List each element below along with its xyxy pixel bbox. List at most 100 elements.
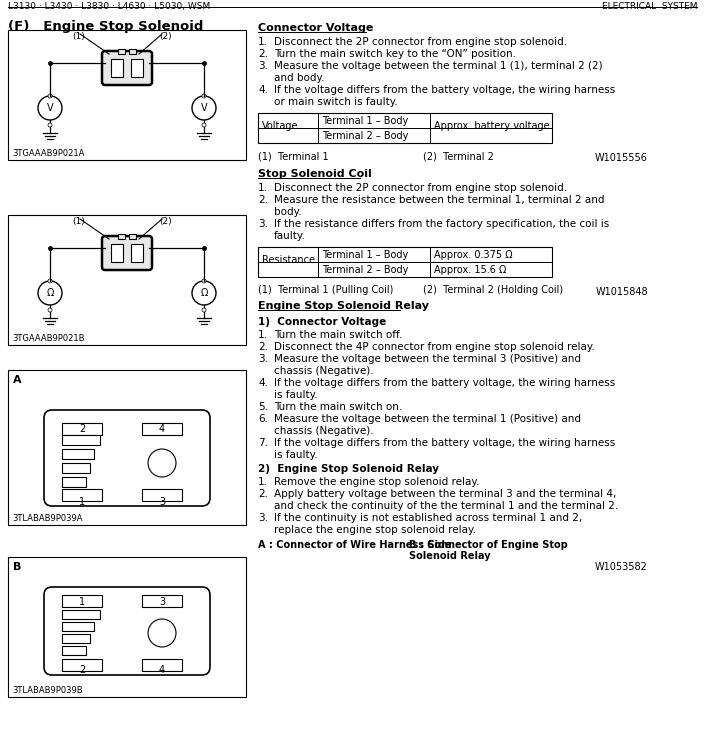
Text: If the voltage differs from the battery voltage, the wiring harness: If the voltage differs from the battery … (274, 378, 615, 388)
Text: If the voltage differs from the battery voltage, the wiring harness: If the voltage differs from the battery … (274, 85, 615, 95)
Bar (62, 477, 86, 487)
FancyBboxPatch shape (44, 410, 210, 506)
Text: 3TGAAAB9P021B: 3TGAAAB9P021B (12, 334, 85, 343)
Text: L3130 · L3430 · L3830 · L4630 · L5030, WSM: L3130 · L3430 · L3830 · L4630 · L5030, W… (8, 2, 210, 11)
Bar (8, 215, 246, 345)
Text: B: B (13, 562, 21, 572)
Bar (62, 435, 100, 445)
Text: Terminal 2 – Body: Terminal 2 – Body (322, 131, 408, 141)
FancyBboxPatch shape (44, 587, 210, 675)
Bar (62, 449, 94, 459)
Circle shape (48, 279, 52, 283)
FancyBboxPatch shape (102, 236, 152, 270)
Bar (142, 659, 182, 671)
Text: 3: 3 (159, 597, 165, 607)
Text: (2)  Terminal 2: (2) Terminal 2 (423, 151, 494, 161)
Text: (F)   Engine Stop Solenoid: (F) Engine Stop Solenoid (8, 20, 203, 33)
Text: (1): (1) (72, 217, 85, 226)
Circle shape (148, 449, 176, 477)
Bar (142, 595, 182, 607)
Text: Turn the main switch off.: Turn the main switch off. (274, 330, 403, 340)
Text: Ω: Ω (47, 288, 54, 298)
Bar (8, 30, 246, 160)
Bar (258, 113, 552, 143)
Text: B : Connector of Engine Stop: B : Connector of Engine Stop (409, 540, 568, 550)
Text: 1.: 1. (258, 477, 268, 487)
Text: 2.: 2. (258, 489, 268, 499)
Text: Stop Solenoid Coil: Stop Solenoid Coil (258, 169, 372, 179)
Text: or main switch is faulty.: or main switch is faulty. (274, 97, 398, 107)
Text: 4.: 4. (258, 378, 268, 388)
Text: Turn the main switch key to the “ON” position.: Turn the main switch key to the “ON” pos… (274, 49, 516, 59)
Circle shape (48, 123, 52, 127)
Text: 1: 1 (79, 497, 85, 507)
Text: 4: 4 (159, 665, 165, 675)
Text: faulty.: faulty. (274, 231, 306, 241)
Text: (2)  Terminal 2 (Holding Coil): (2) Terminal 2 (Holding Coil) (423, 285, 563, 295)
Text: 3TGAAAB9P021A: 3TGAAAB9P021A (12, 149, 85, 158)
Text: 4.: 4. (258, 85, 268, 95)
Bar (129, 234, 136, 239)
Bar (62, 646, 86, 655)
Text: Approx. 0.375 Ω: Approx. 0.375 Ω (434, 250, 513, 260)
Text: Resistance: Resistance (262, 255, 315, 265)
Text: 4: 4 (159, 424, 165, 434)
Text: Ω: Ω (200, 288, 208, 298)
Text: and body.: and body. (274, 73, 324, 83)
Text: 3.: 3. (258, 513, 268, 523)
Text: replace the engine stop solenoid relay.: replace the engine stop solenoid relay. (274, 525, 476, 535)
Text: 7.: 7. (258, 438, 268, 448)
Text: Terminal 1 – Body: Terminal 1 – Body (322, 250, 408, 260)
Text: Measure the voltage between the terminal 1 (Positive) and: Measure the voltage between the terminal… (274, 414, 581, 424)
Text: 3TLABAB9P039B: 3TLABAB9P039B (12, 686, 82, 695)
FancyBboxPatch shape (102, 51, 152, 85)
Text: Terminal 2 – Body: Terminal 2 – Body (322, 265, 408, 275)
Text: 1.: 1. (258, 183, 268, 193)
Text: Engine Stop Solenoid Relay: Engine Stop Solenoid Relay (258, 301, 429, 311)
Bar (62, 634, 90, 643)
Circle shape (38, 281, 62, 305)
Text: chassis (Negative).: chassis (Negative). (274, 366, 374, 376)
Bar (142, 489, 182, 501)
Bar (62, 622, 94, 631)
Bar (129, 49, 136, 54)
Text: 1: 1 (79, 597, 85, 607)
Text: chassis (Negative).: chassis (Negative). (274, 426, 374, 436)
Text: body.: body. (274, 207, 302, 217)
Circle shape (202, 308, 206, 312)
Text: ELECTRICAL  SYSTEM: ELECTRICAL SYSTEM (601, 2, 697, 11)
Bar (131, 244, 143, 262)
Text: Disconnect the 2P connector from engine stop solenoid.: Disconnect the 2P connector from engine … (274, 183, 567, 193)
Text: 3.: 3. (258, 219, 268, 229)
Bar (62, 489, 102, 501)
Text: Remove the engine stop solenoid relay.: Remove the engine stop solenoid relay. (274, 477, 479, 487)
Circle shape (202, 123, 206, 127)
Text: V: V (201, 103, 207, 113)
Text: Solenoid Relay: Solenoid Relay (409, 551, 491, 561)
Text: Measure the voltage between the terminal 3 (Positive) and: Measure the voltage between the terminal… (274, 354, 581, 364)
Text: (1)  Terminal 1 (Pulling Coil): (1) Terminal 1 (Pulling Coil) (258, 285, 393, 295)
Text: A : Connector of Wire Harness Side: A : Connector of Wire Harness Side (258, 540, 452, 550)
Text: is faulty.: is faulty. (274, 390, 318, 400)
Bar (111, 244, 123, 262)
Bar (62, 659, 102, 671)
Text: Disconnect the 2P connector from engine stop solenoid.: Disconnect the 2P connector from engine … (274, 37, 567, 47)
Bar (258, 247, 552, 277)
Circle shape (38, 96, 62, 120)
Circle shape (202, 94, 206, 98)
Text: Voltage: Voltage (262, 121, 298, 131)
Text: (1): (1) (72, 32, 85, 41)
Bar (62, 463, 90, 473)
Text: 3.: 3. (258, 354, 268, 364)
Text: (2): (2) (159, 32, 171, 41)
Bar (62, 423, 102, 435)
Circle shape (48, 308, 52, 312)
Text: 2.: 2. (258, 49, 268, 59)
Text: 1.: 1. (258, 330, 268, 340)
Circle shape (192, 96, 216, 120)
Text: V: V (47, 103, 54, 113)
Text: Measure the voltage between the terminal 1 (1), terminal 2 (2): Measure the voltage between the terminal… (274, 61, 603, 71)
Text: W1015848: W1015848 (596, 287, 648, 297)
Bar (111, 59, 123, 77)
Text: W1015556: W1015556 (595, 153, 648, 163)
